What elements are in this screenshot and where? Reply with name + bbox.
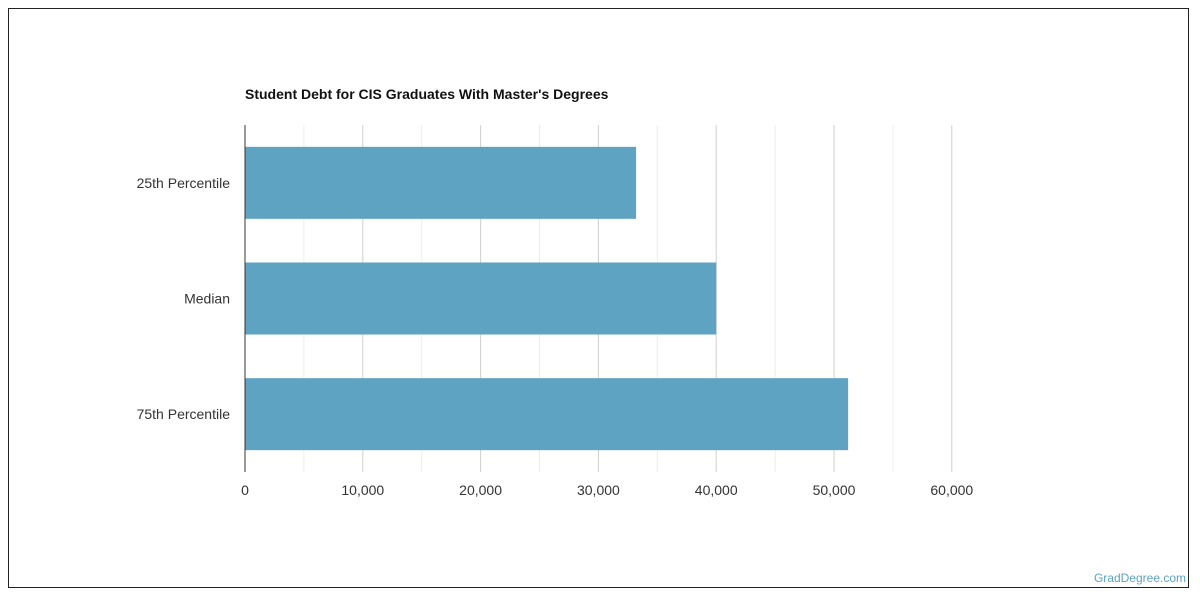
bar-25th-percentile	[245, 146, 637, 219]
watermark-link[interactable]: GradDegree.com	[1093, 571, 1186, 585]
category-label: 75th Percentile	[137, 406, 231, 422]
x-tick-label: 60,000	[930, 482, 973, 498]
x-tick-label: 40,000	[695, 482, 738, 498]
category-labels: 25th Percentile Median 75th Percentile	[137, 175, 231, 422]
x-tick-label: 30,000	[577, 482, 620, 498]
chart-title: Student Debt for CIS Graduates With Mast…	[245, 86, 609, 102]
x-tick-label: 0	[241, 482, 249, 498]
x-tick-label: 50,000	[813, 482, 856, 498]
x-tick-label: 10,000	[341, 482, 384, 498]
category-label: Median	[184, 291, 230, 307]
bar-median	[245, 262, 717, 335]
bars	[245, 146, 849, 451]
x-tick-labels: 0 10,000 20,000 30,000 40,000 50,000 60,000	[241, 482, 973, 498]
x-tick-label: 20,000	[459, 482, 502, 498]
bar-75th-percentile	[245, 378, 849, 451]
category-label: 25th Percentile	[137, 175, 231, 191]
